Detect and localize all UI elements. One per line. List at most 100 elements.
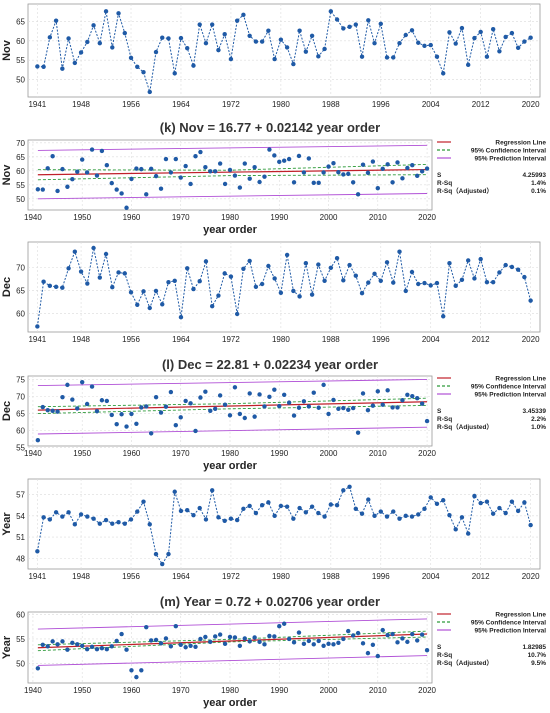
data-point — [124, 424, 129, 429]
data-point — [297, 505, 302, 511]
data-point — [84, 401, 90, 407]
data-point — [166, 551, 171, 557]
data-point — [55, 188, 60, 194]
x-tick-label: 1956 — [122, 100, 140, 109]
data-point — [198, 395, 203, 400]
data-point — [91, 516, 96, 521]
data-point — [139, 405, 144, 410]
data-point — [509, 30, 515, 36]
data-point — [70, 177, 75, 182]
y-tick-label: 51 — [16, 533, 25, 542]
data-point — [134, 421, 139, 427]
data-point — [163, 404, 169, 409]
y-tick-label: 60 — [16, 167, 25, 176]
data-point — [309, 292, 315, 297]
data-point — [359, 291, 365, 296]
data-point — [334, 503, 340, 508]
confidence-interval-upper — [37, 630, 428, 646]
data-point — [241, 506, 246, 511]
data-point — [403, 32, 408, 38]
data-point — [522, 39, 527, 44]
data-point — [428, 283, 433, 288]
data-point — [301, 641, 307, 647]
data-point — [185, 266, 190, 271]
data-point — [203, 164, 208, 170]
data-point — [55, 409, 60, 414]
data-point — [128, 290, 134, 295]
data-point — [241, 266, 246, 271]
data-point — [191, 512, 196, 518]
data-point — [277, 403, 282, 409]
data-point — [328, 502, 334, 507]
data-point — [415, 173, 420, 179]
data-point — [35, 437, 41, 443]
plot-frame — [27, 375, 433, 447]
stats-value: 2.2% — [531, 416, 546, 423]
data-point — [78, 512, 84, 517]
data-point — [409, 514, 415, 519]
data-point — [158, 641, 164, 646]
data-point — [528, 522, 533, 528]
regression-line — [37, 401, 428, 411]
data-point — [395, 160, 400, 165]
stats-label: R-Sq（Adjusted） — [437, 659, 493, 667]
data-point — [234, 517, 240, 523]
data-point — [60, 66, 65, 71]
data-point — [247, 258, 252, 264]
data-point — [166, 36, 171, 41]
data-point — [109, 180, 114, 186]
x-tick-label: 1956 — [122, 335, 140, 344]
data-point — [158, 410, 164, 415]
data-point — [484, 54, 490, 59]
data-point — [203, 517, 209, 522]
data-point — [296, 405, 302, 410]
data-point — [291, 516, 296, 521]
x-tick-label: 1996 — [372, 335, 390, 344]
data-point — [45, 166, 50, 171]
confidence-interval-lower — [37, 636, 428, 652]
data-point — [380, 402, 385, 407]
data-point — [99, 646, 105, 651]
data-point — [321, 643, 326, 648]
data-point — [173, 624, 179, 629]
data-point — [41, 279, 46, 284]
data-point — [91, 245, 96, 251]
data-point — [228, 274, 234, 279]
data-point — [522, 500, 527, 505]
data-point — [65, 382, 70, 388]
data-point — [129, 411, 134, 417]
data-point — [55, 642, 60, 647]
y-tick-label: 60 — [16, 37, 25, 46]
data-point — [422, 280, 427, 286]
y-tick-label: 60 — [16, 310, 25, 319]
y-axis-label: Nov — [1, 39, 13, 61]
data-point — [385, 632, 390, 638]
caption-l-text: (l) Dec = 22.81 + 0.02234 year order — [162, 357, 378, 372]
data-point — [232, 173, 238, 178]
data-point — [94, 647, 100, 652]
data-point — [188, 643, 193, 648]
x-tick-label: 2020 — [418, 449, 436, 458]
data-point — [53, 284, 59, 289]
data-point — [166, 279, 171, 285]
data-point — [415, 638, 420, 643]
stats-value: 1.82985 — [523, 644, 547, 651]
x-tick-label: 1941 — [28, 335, 46, 344]
data-point — [316, 180, 321, 186]
data-point — [259, 503, 265, 508]
data-point — [72, 249, 78, 254]
data-point — [391, 280, 396, 285]
data-point — [208, 639, 213, 645]
data-point — [91, 23, 96, 28]
x-tick-label: 2020 — [522, 572, 540, 581]
data-point — [372, 271, 377, 277]
x-tick-label: 1990 — [270, 449, 288, 458]
x-tick-label: 1941 — [28, 100, 46, 109]
data-point — [209, 303, 215, 309]
data-point — [370, 403, 376, 408]
data-point — [160, 35, 165, 40]
data-point — [397, 40, 402, 46]
data-point — [173, 422, 179, 428]
x-tick-label: 1980 — [272, 335, 290, 344]
data-point — [465, 258, 471, 263]
